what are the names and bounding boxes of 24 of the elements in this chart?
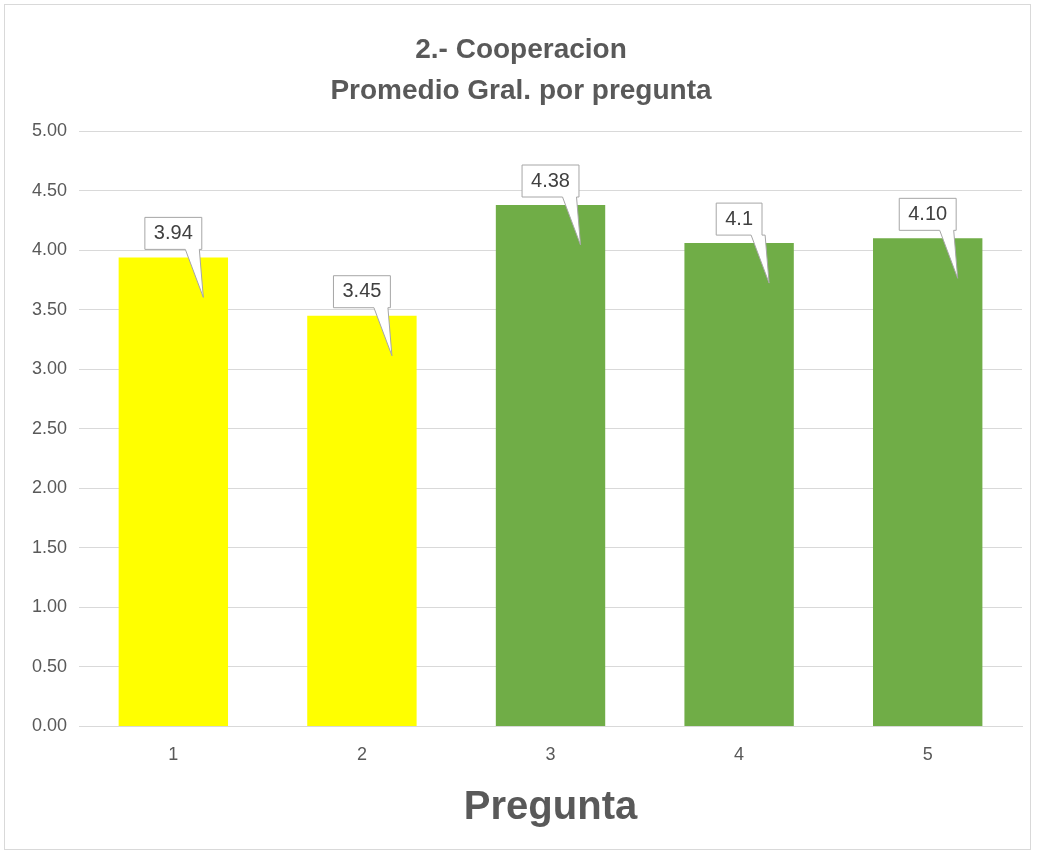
y-tick-label: 4.50	[31, 179, 68, 200]
y-tick-label: 5.00	[31, 120, 68, 141]
data-label: 4.10	[908, 201, 948, 224]
data-label: 3.94	[153, 220, 193, 243]
y-tick-label: 4.00	[31, 239, 68, 260]
x-tick-label: 1	[168, 744, 179, 765]
y-tick-label: 3.00	[31, 358, 68, 379]
y-tick-label: 0.00	[31, 715, 68, 736]
data-label: 3.45	[342, 279, 382, 302]
y-tick-label: 2.50	[31, 417, 68, 438]
x-tick-label: 4	[734, 744, 745, 765]
x-tick-label: 3	[545, 744, 556, 765]
chart-title: 2.- Cooperacion	[415, 33, 627, 65]
y-tick-label: 2.00	[31, 477, 68, 498]
data-label: 4.38	[531, 168, 570, 191]
y-tick-label: 1.50	[31, 536, 68, 557]
data-label: 4.1	[725, 206, 754, 229]
chart-subtitle: Promedio Gral. por pregunta	[330, 73, 712, 105]
x-axis-title: Pregunta	[463, 783, 638, 828]
x-tick-label: 5	[922, 744, 933, 765]
y-tick-label: 0.50	[31, 655, 68, 676]
x-tick-label: 2	[356, 744, 367, 765]
y-tick-label: 3.50	[31, 298, 68, 319]
y-tick-label: 1.00	[31, 596, 68, 617]
